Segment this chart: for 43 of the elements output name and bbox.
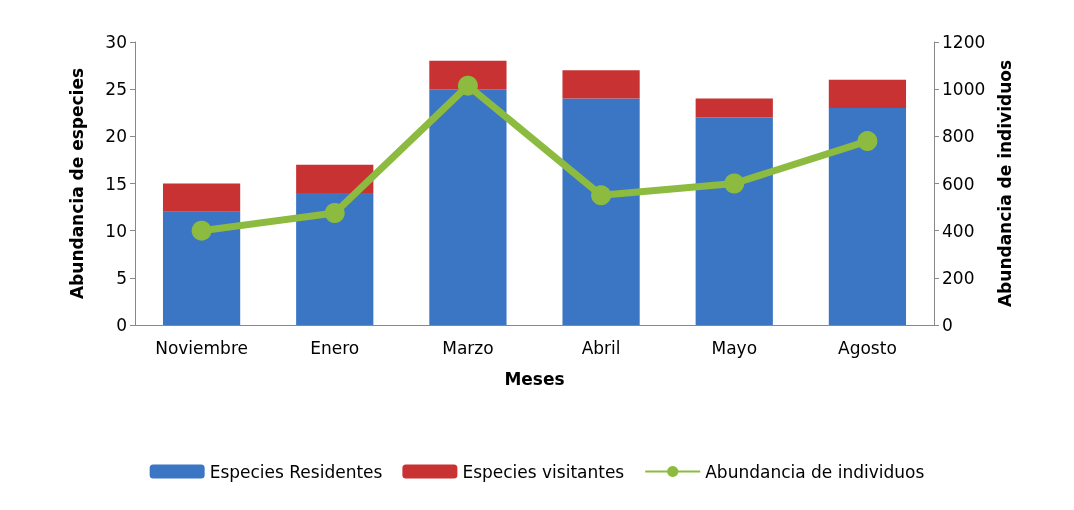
y2-tick-label: 200	[942, 267, 975, 288]
y-tick-label: 5	[116, 267, 127, 288]
y2-tick-label: 1200	[942, 32, 986, 52]
y2-tick-label: 600	[942, 173, 975, 194]
bar	[828, 108, 907, 325]
point	[191, 220, 212, 241]
bar	[695, 117, 773, 325]
bar	[162, 183, 241, 212]
x-tick-label: Marzo	[442, 337, 494, 358]
bar	[562, 70, 640, 99]
bar	[296, 192, 374, 325]
x-tick-label: Abril	[581, 337, 621, 358]
bar	[162, 211, 241, 325]
bar	[429, 89, 507, 325]
bar	[695, 98, 773, 118]
bar	[828, 79, 907, 109]
x-tick-label: Mayo	[711, 337, 758, 358]
x-tick-label: Agosto	[838, 337, 897, 358]
y-tick-label: 20	[105, 126, 127, 147]
y-tick-label: 10	[105, 220, 127, 241]
point	[724, 173, 745, 194]
legend-label: Abundancia de individuos	[705, 461, 925, 482]
y2-tick-label: 400	[942, 220, 975, 241]
legend-label: Especies Residentes	[209, 461, 383, 482]
x-axis-title: Meses	[504, 368, 565, 389]
y2-axis-title: Abundancia de individuos	[994, 59, 1015, 308]
y-tick-label: 15	[105, 173, 127, 194]
y-tick-label: 30	[105, 32, 127, 52]
y-axis-title: Abundancia de especies	[66, 67, 87, 300]
y-tick-label: 0	[116, 315, 127, 335]
point	[857, 131, 878, 152]
y2-tick-label: 1000	[942, 79, 986, 100]
bar	[562, 98, 640, 325]
point	[591, 185, 612, 206]
legend-label: Especies visitantes	[462, 461, 625, 482]
x-tick-label: Noviembre	[155, 337, 248, 358]
y2-tick-label: 800	[942, 126, 975, 147]
bar	[429, 60, 507, 90]
bar	[296, 164, 374, 193]
x-tick-label: Enero	[310, 337, 360, 358]
y2-tick-label: 0	[942, 315, 953, 335]
point	[324, 202, 345, 223]
y-tick-label: 25	[105, 79, 127, 100]
